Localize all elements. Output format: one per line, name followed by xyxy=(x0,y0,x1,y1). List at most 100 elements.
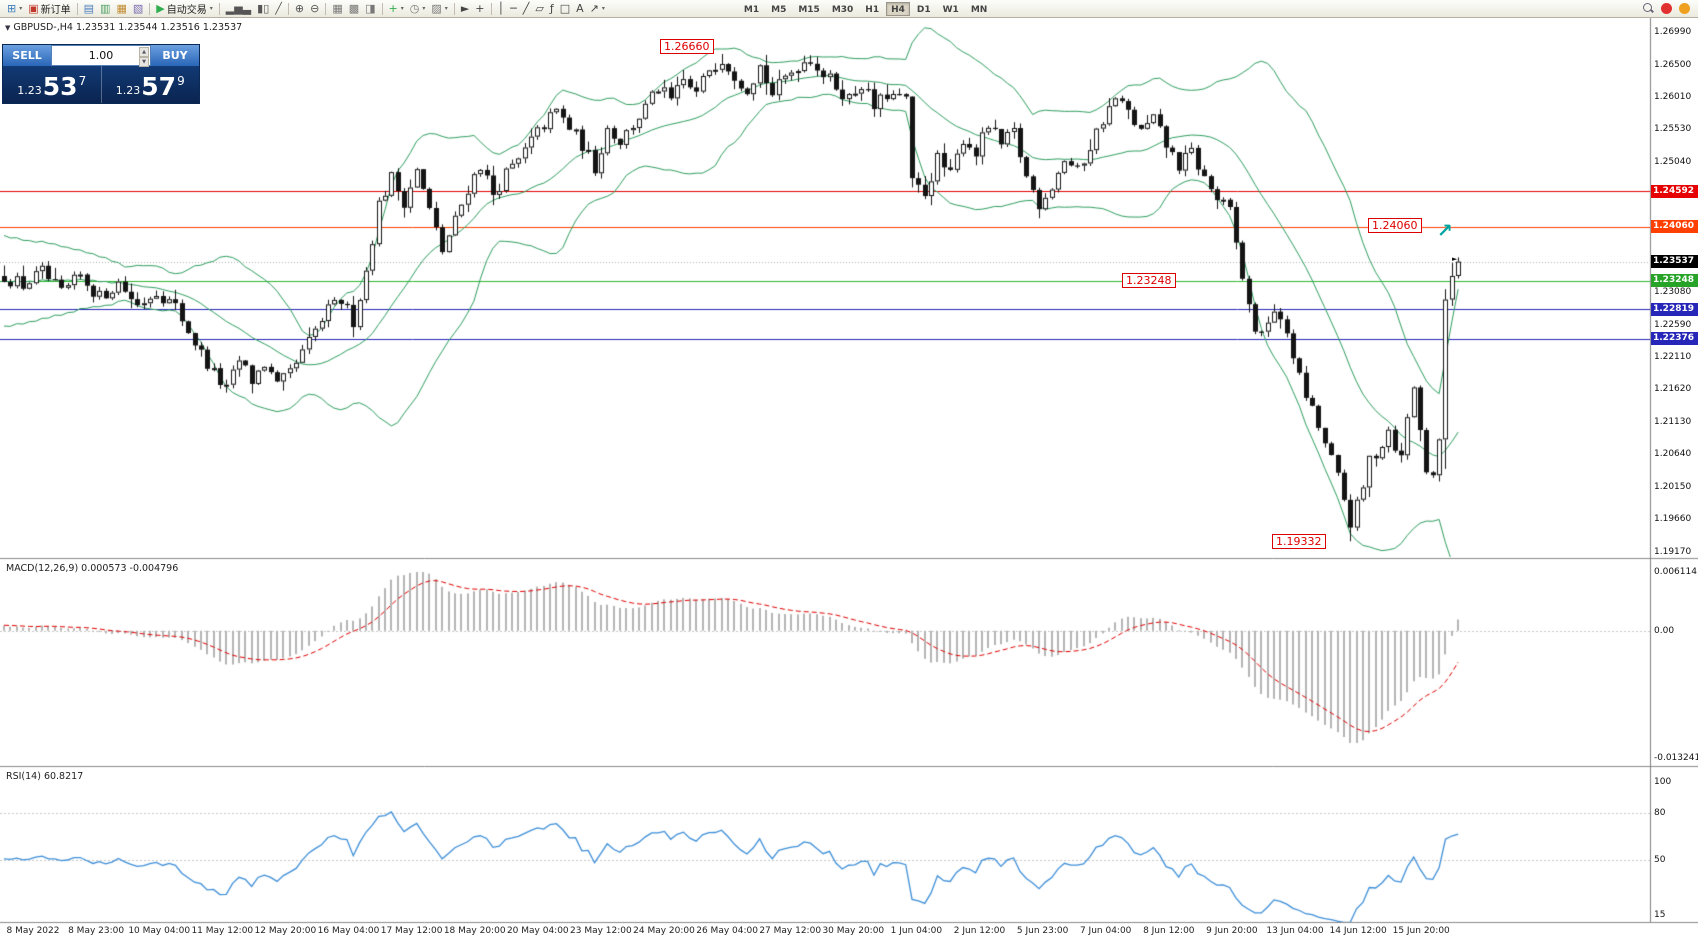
crosshair-button[interactable]: + xyxy=(472,1,487,17)
strategy-tester-button[interactable]: ◨ xyxy=(362,1,378,17)
timeframe-m1[interactable]: M1 xyxy=(743,4,760,15)
timeframe-w1[interactable]: W1 xyxy=(942,4,959,15)
strategy-tester-icon: ◨ xyxy=(365,1,376,15)
line-chart-button[interactable]: ╱ xyxy=(272,1,285,17)
symbol-ohlc-label: GBPUSD-,H4 1.23531 1.23544 1.23516 1.235… xyxy=(13,22,243,33)
zoom-in-button[interactable]: ⊕ xyxy=(292,1,307,17)
fibonacci-icon: ƒ xyxy=(549,1,554,15)
periods-button[interactable]: ◷ ▾ xyxy=(407,1,429,17)
alert-badge[interactable] xyxy=(1679,3,1690,14)
vertical-line-button[interactable]: │ xyxy=(495,1,508,17)
high-label[interactable]: 1.26660 xyxy=(660,39,714,54)
timeframe-mn[interactable]: MN xyxy=(970,4,988,15)
terminal-icon: ▧ xyxy=(132,1,144,15)
crosshair-icon: + xyxy=(475,1,485,15)
time-axis-label: 15 Jun 20:00 xyxy=(1392,926,1450,936)
timeframe-h1[interactable]: H1 xyxy=(865,4,880,15)
price-scale-label: 1.21620 xyxy=(1654,384,1692,395)
autotrading-icon: ▶ xyxy=(156,1,165,15)
rsi-scale-label: 15 xyxy=(1654,909,1666,920)
indicators-button[interactable]: + ▾ xyxy=(386,1,407,17)
resistance-label[interactable]: 1.24060 xyxy=(1368,218,1422,233)
time-axis-label: 5 Jun 23:00 xyxy=(1016,926,1069,936)
candlestick-chart-button[interactable]: ▮▯ xyxy=(254,1,272,17)
auto-arrange-button[interactable]: ▩ xyxy=(346,1,362,17)
shapes-button[interactable]: □ xyxy=(557,1,573,17)
channel-icon: ▱ xyxy=(535,1,544,15)
sell-price-display[interactable]: 1.23 53 7 xyxy=(3,66,101,103)
rsi-scale-label: 100 xyxy=(1654,777,1672,787)
sell-price-big: 53 xyxy=(42,72,78,101)
macd-scale-label: -0.013241 xyxy=(1654,752,1698,763)
time-axis-label: 17 May 12:00 xyxy=(380,926,443,936)
indicators-icon: + xyxy=(388,1,398,15)
buy-button[interactable]: BUY xyxy=(151,45,199,66)
templates-button[interactable]: ▨ ▾ xyxy=(428,1,450,17)
time-axis-label: 24 May 20:00 xyxy=(633,926,695,936)
timeframe-m30[interactable]: M30 xyxy=(831,4,854,15)
resistance-1-price-box: 1.24592 xyxy=(1651,184,1698,198)
new-order-icon-label: 新订单 xyxy=(40,5,71,16)
bar-chart-button[interactable]: ▂▅▃ xyxy=(223,1,254,17)
text-button[interactable]: A xyxy=(573,1,587,17)
tile-windows-icon: ▦ xyxy=(332,1,343,15)
chart-header: ▼ GBPUSD-,H4 1.23531 1.23544 1.23516 1.2… xyxy=(5,22,242,33)
autotrading-button[interactable]: ▶ 自动交易 ▾ xyxy=(153,1,215,17)
notification-badge[interactable] xyxy=(1661,3,1672,14)
volume-down-button[interactable]: ▼ xyxy=(139,57,149,67)
time-axis-label: 11 May 12:00 xyxy=(191,926,254,936)
time-axis-label: 7 Jun 04:00 xyxy=(1079,926,1132,936)
caret-icon: ▾ xyxy=(422,5,426,12)
one-click-trading-panel: SELL ▲ ▼ BUY 1.23 53 7 1.23 57 9 xyxy=(2,44,200,104)
arrows-button[interactable]: ↗ ▾ xyxy=(587,1,608,17)
caret-icon: ▾ xyxy=(19,5,23,12)
buy-price-big: 57 xyxy=(141,72,177,101)
caret-icon: ▾ xyxy=(444,5,448,12)
breakout-arrow-icon[interactable]: ↗ xyxy=(1437,220,1453,242)
cursor-button[interactable]: ► xyxy=(458,1,472,17)
time-axis-label: 1 Jun 04:00 xyxy=(890,926,943,936)
trendline-button[interactable]: ╱ xyxy=(520,1,533,17)
price-scale-label: 1.26990 xyxy=(1654,27,1692,37)
volume-up-button[interactable]: ▲ xyxy=(139,47,149,57)
caret-icon: ▾ xyxy=(209,5,213,12)
macd-scale-label: 0.00 xyxy=(1654,625,1675,636)
sell-button[interactable]: SELL xyxy=(3,45,51,66)
channel-button[interactable]: ▱ xyxy=(532,1,546,17)
timeframe-d1[interactable]: D1 xyxy=(916,4,931,15)
buy-price-display[interactable]: 1.23 57 9 xyxy=(102,66,200,103)
new-order-button[interactable]: ▣ 新订单 xyxy=(25,1,73,17)
volume-input[interactable] xyxy=(73,49,129,62)
low-label[interactable]: 1.19332 xyxy=(1272,534,1326,549)
timeframe-m15[interactable]: M15 xyxy=(798,4,820,15)
market-watch-button[interactable]: ▤ xyxy=(81,1,97,17)
toolbar-right-icons xyxy=(1643,3,1690,14)
navigator-icon: ▦ xyxy=(116,1,127,15)
timeframe-h4[interactable]: H4 xyxy=(886,1,910,16)
new-chart-button[interactable]: ⊞ ▾ xyxy=(4,1,25,17)
horizontal-line-button[interactable]: ─ xyxy=(507,1,520,17)
fibonacci-button[interactable]: ƒ xyxy=(547,1,557,17)
toolbar-buttons: ⊞ ▾ ▣ 新订单 ▤ ▥ ▦ ▧ ▶ 自动交易 ▾ ▂▅▃ ▮▯ ╱ ⊕ ⊖ ▦ ▩ ◨ + ▾ ◷ ▾ ▨ ▾ ► + │ ─ ╱ ▱ ƒ… xyxy=(4,1,608,17)
zoom-out-button[interactable]: ⊖ xyxy=(307,1,322,17)
tile-windows-button[interactable]: ▦ xyxy=(329,1,345,17)
price-scale-label: 1.21130 xyxy=(1654,416,1692,427)
sell-price-sup: 7 xyxy=(78,74,87,88)
time-axis-label: 26 May 04:00 xyxy=(696,926,758,936)
candlestick-chart-icon: ▮▯ xyxy=(257,1,270,15)
data-window-button[interactable]: ▥ xyxy=(97,1,113,17)
time-axis-label: 12 May 20:00 xyxy=(254,926,317,936)
support-label[interactable]: 1.23248 xyxy=(1122,273,1176,288)
price-scale-label: 1.25530 xyxy=(1654,124,1692,135)
toolbar-separator xyxy=(490,2,492,15)
navigator-button[interactable]: ▦ xyxy=(113,1,129,17)
timeframe-m5[interactable]: M5 xyxy=(771,4,787,15)
time-axis-label: 20 May 04:00 xyxy=(506,926,569,936)
time-axis-label: 8 May 2022 xyxy=(6,926,60,936)
one-click-toggle-icon[interactable]: ▼ xyxy=(5,23,11,32)
price-pointer-icon[interactable]: ► xyxy=(1452,255,1458,263)
terminal-button[interactable]: ▧ xyxy=(130,1,146,17)
search-icon[interactable] xyxy=(1643,3,1654,14)
